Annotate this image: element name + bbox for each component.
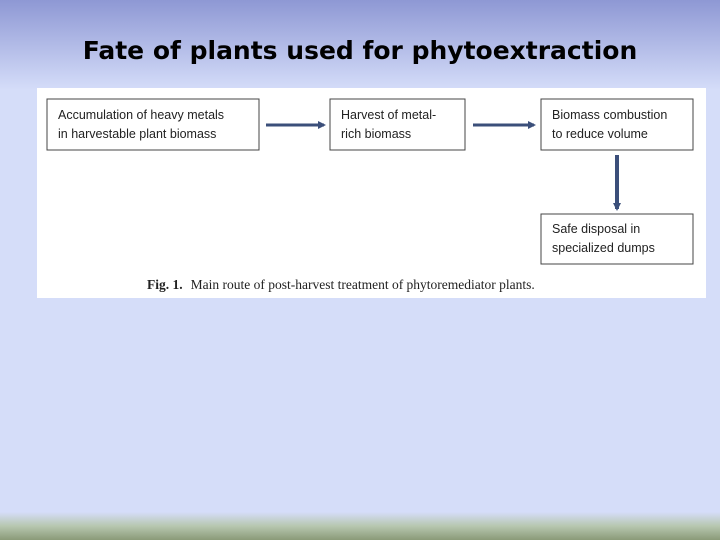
caption-text: Main route of post-harvest treatment of … (191, 277, 535, 292)
slide-title: Fate of plants used for phytoextraction (83, 36, 638, 65)
node-text: in harvestable plant biomass (58, 127, 216, 141)
flow-diagram: Accumulation of heavy metals in harvesta… (46, 98, 694, 265)
node-box (329, 98, 466, 151)
figure-caption: Fig. 1. Main route of post-harvest treatm… (147, 277, 535, 292)
node-text: to reduce volume (552, 127, 648, 141)
caption-label: Fig. 1. (147, 277, 183, 292)
node-text: Safe disposal in (552, 222, 640, 236)
node-text: rich biomass (341, 127, 411, 141)
node-box (46, 98, 260, 151)
node-text: Biomass combustion (552, 108, 667, 122)
node-text: Harvest of metal- (341, 108, 436, 122)
top-gradient (0, 0, 720, 90)
node-text: specialized dumps (552, 241, 655, 255)
node-text: Accumulation of heavy metals (58, 108, 224, 122)
bottom-band (0, 512, 720, 540)
node-box (540, 213, 694, 265)
node-box (540, 98, 694, 151)
